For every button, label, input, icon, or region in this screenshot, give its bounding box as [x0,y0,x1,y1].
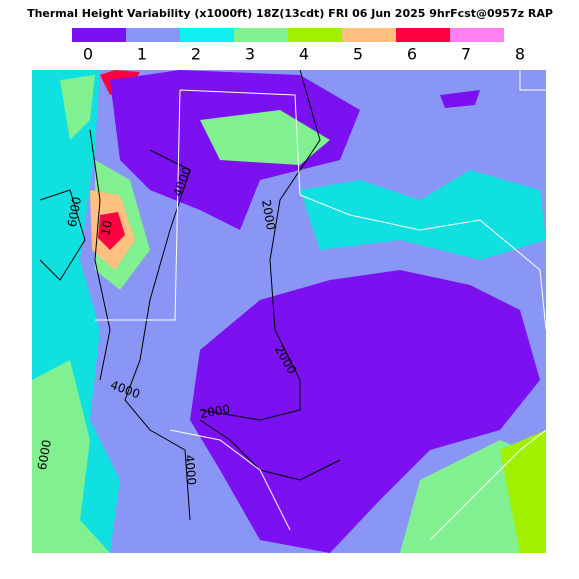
colorbar-label: 6 [407,45,417,64]
contour-line [39,189,86,281]
colorbar-label: 5 [353,45,363,64]
contour-label: 6000 [35,439,54,472]
colorbar-label: 7 [461,45,471,64]
contour-line [89,129,111,381]
contour-label: 10 [98,219,114,236]
colorbar-segment [342,28,396,42]
colorbar: 0 1 2 3 4 5 6 7 8 [72,28,525,64]
contour-label: 2000 [199,402,232,421]
colorbar-segment [288,28,342,42]
green-area [32,360,110,553]
contour-label: 4000 [182,454,199,486]
colorbar-label: 2 [191,45,201,64]
colorbar-label: 3 [245,45,255,64]
colorbar-segment [450,28,504,42]
colorbar-segment [396,28,450,42]
contour-label: 2000 [259,199,278,232]
colorbar-label: 4 [299,45,309,64]
title: Thermal Height Variability (x1000ft) 18Z… [27,7,553,20]
yellow-green-area [500,430,546,553]
colorbar-segment [234,28,288,42]
colorbar-segment [126,28,180,42]
contour-line [199,70,321,421]
colorbar-label: 0 [83,45,93,64]
state-border [95,70,546,541]
colorbar-segment [72,28,126,42]
purple-area [440,90,480,108]
colorbar-segment [180,28,234,42]
cyan-area [300,170,546,260]
green-area [60,75,95,140]
colorbar-label: 1 [137,45,147,64]
red-area [98,212,125,250]
contour-line [124,149,191,521]
purple-area [190,270,540,553]
colorbar-label: 8 [515,45,525,64]
contour-label: 6000 [65,196,84,229]
